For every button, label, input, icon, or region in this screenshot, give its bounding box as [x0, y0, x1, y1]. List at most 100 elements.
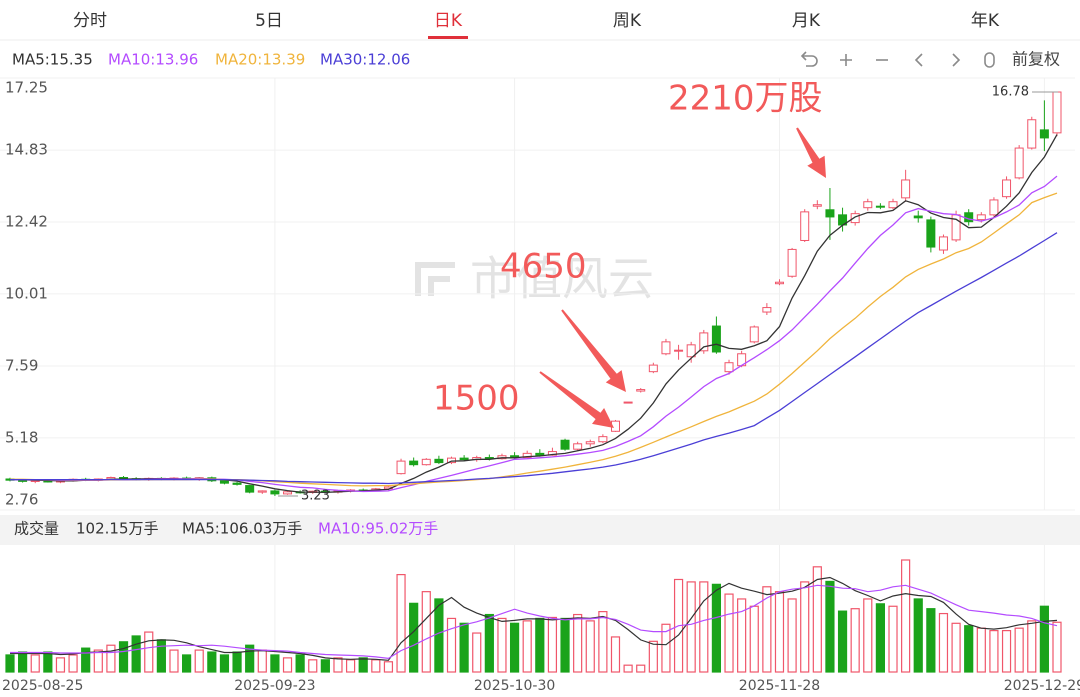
- candle-body: [396, 460, 406, 475]
- volume-bar: [55, 657, 66, 673]
- max-label: 16.78: [992, 85, 1029, 100]
- candle-body: [598, 436, 608, 443]
- volume-bar: [118, 641, 129, 673]
- candle-body: [1014, 147, 1024, 179]
- candle-body: [825, 209, 835, 218]
- candle-body: [724, 362, 734, 373]
- candle-body: [976, 214, 986, 221]
- volume-bar: [345, 659, 356, 673]
- candle-body: [636, 389, 646, 392]
- volume-bar: [547, 616, 558, 673]
- candle-body: [774, 281, 784, 285]
- volume-bar: [762, 586, 772, 673]
- tabs: 分时 5日 日K 周K 月K 年K: [73, 11, 1000, 39]
- legend-entry: MA30:12.06: [320, 51, 410, 69]
- volume-bar: [1001, 630, 1012, 673]
- volume-bar: [68, 654, 78, 673]
- next-button[interactable]: [952, 53, 961, 67]
- volume-bar: [522, 620, 532, 673]
- y-tick-label: 7.59: [5, 357, 38, 375]
- volume-bar: [686, 581, 696, 673]
- ma-line: [10, 192, 1058, 487]
- volume-bar: [724, 593, 734, 673]
- y-tick-label: 2.76: [5, 491, 38, 509]
- volume-bar: [333, 657, 343, 673]
- volume-bar: [837, 610, 848, 673]
- volume-bar: [951, 622, 961, 673]
- volume-bar: [610, 636, 621, 673]
- reset-button[interactable]: [984, 52, 995, 68]
- volume-legend-entry: MA10:95.02万手: [318, 520, 438, 538]
- arrow: [561, 309, 626, 392]
- tab[interactable]: 年K: [971, 11, 1000, 31]
- candle-body: [219, 480, 229, 484]
- volume-title: 成交量: [14, 520, 59, 538]
- tab-underline: [428, 36, 468, 39]
- volume-bar: [661, 623, 671, 673]
- candle-body: [661, 341, 671, 355]
- volume-bar: [308, 659, 318, 673]
- ma-line: [10, 232, 1058, 485]
- candle-body: [232, 482, 242, 485]
- volume-bar: [144, 631, 154, 673]
- volume-bar: [1014, 627, 1024, 673]
- candle-body: [787, 248, 797, 277]
- candle-body: [573, 443, 583, 450]
- volume-bar: [396, 574, 406, 673]
- volume-bar: [737, 598, 747, 673]
- annotation: 2210万股: [668, 79, 823, 119]
- candle-body: [686, 344, 696, 358]
- candle-body: [901, 179, 911, 199]
- volume-bar: [509, 622, 520, 673]
- volume-bar: [926, 608, 936, 673]
- candle-body: [888, 201, 898, 209]
- volume-bar: [81, 647, 91, 673]
- watermark: 市值风云: [415, 252, 654, 306]
- undo-button[interactable]: [800, 51, 818, 67]
- candle-body: [863, 201, 873, 209]
- tab[interactable]: 月K: [792, 11, 821, 31]
- x-tick-label: 2025-09-23: [234, 678, 315, 694]
- volume-bar: [964, 625, 974, 673]
- tab[interactable]: 分时: [73, 11, 107, 31]
- tab[interactable]: 日K: [434, 11, 463, 31]
- candle-body: [585, 441, 595, 445]
- volume-bar: [446, 617, 457, 673]
- tab[interactable]: 周K: [613, 11, 642, 31]
- candle-body: [421, 458, 431, 466]
- volume-bar: [434, 598, 444, 673]
- candle-body: [964, 212, 974, 223]
- volume-bar: [623, 664, 633, 673]
- labels: 2.76 5.18 7.59 10.01 12.42 14.83 17.25 2025-08-…: [2, 79, 1080, 695]
- candle-body: [270, 490, 280, 495]
- volume-bar: [383, 661, 394, 673]
- candle-body: [434, 458, 444, 464]
- zoom-in-button[interactable]: [840, 54, 852, 66]
- volume-bar: [409, 602, 419, 673]
- ma-line: [9, 134, 1058, 494]
- tab[interactable]: 5日: [255, 11, 283, 31]
- volume-bar: [219, 654, 230, 673]
- x-tick-label: 2025-08-25: [2, 678, 83, 694]
- grid: [0, 77, 1075, 672]
- volume-bar: [182, 654, 192, 673]
- min-label: 3.23: [301, 488, 330, 503]
- marks: [5, 91, 1062, 673]
- volume-bar: [989, 630, 999, 673]
- candle-body: [800, 211, 810, 241]
- candle-body: [535, 452, 545, 456]
- ma-line: [10, 576, 1058, 661]
- candle-body: [1002, 179, 1012, 198]
- candle-body: [875, 205, 885, 208]
- volume-bar: [131, 635, 141, 673]
- volume-value: 102.15万手: [76, 520, 159, 538]
- candle-body: [522, 452, 532, 459]
- prev-button[interactable]: [914, 53, 923, 67]
- candle-body: [926, 219, 936, 248]
- adjust-label[interactable]: 前复权: [1012, 50, 1060, 69]
- volume-bar: [976, 627, 986, 673]
- volume-bar: [800, 581, 810, 673]
- watermark-text: 市值风云: [470, 252, 654, 306]
